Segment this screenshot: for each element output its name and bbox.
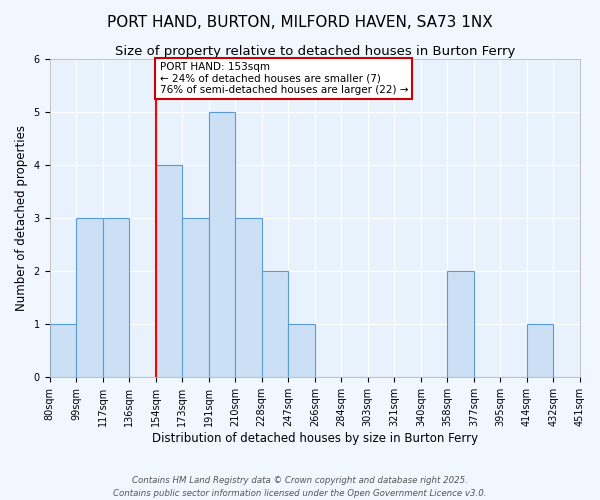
Text: Contains HM Land Registry data © Crown copyright and database right 2025.
Contai: Contains HM Land Registry data © Crown c…	[113, 476, 487, 498]
Text: PORT HAND: 153sqm
← 24% of detached houses are smaller (7)
76% of semi-detached : PORT HAND: 153sqm ← 24% of detached hous…	[160, 62, 408, 95]
Bar	[155, 165, 182, 378]
Bar	[262, 272, 288, 378]
Bar	[448, 272, 474, 378]
Bar	[50, 324, 76, 378]
Bar	[76, 218, 103, 378]
Bar	[209, 112, 235, 378]
Y-axis label: Number of detached properties: Number of detached properties	[15, 126, 28, 312]
Bar	[527, 324, 553, 378]
Bar	[288, 324, 315, 378]
X-axis label: Distribution of detached houses by size in Burton Ferry: Distribution of detached houses by size …	[152, 432, 478, 445]
Bar	[182, 218, 209, 378]
Text: PORT HAND, BURTON, MILFORD HAVEN, SA73 1NX: PORT HAND, BURTON, MILFORD HAVEN, SA73 1…	[107, 15, 493, 30]
Bar	[235, 218, 262, 378]
Title: Size of property relative to detached houses in Burton Ferry: Size of property relative to detached ho…	[115, 45, 515, 58]
Bar	[103, 218, 129, 378]
